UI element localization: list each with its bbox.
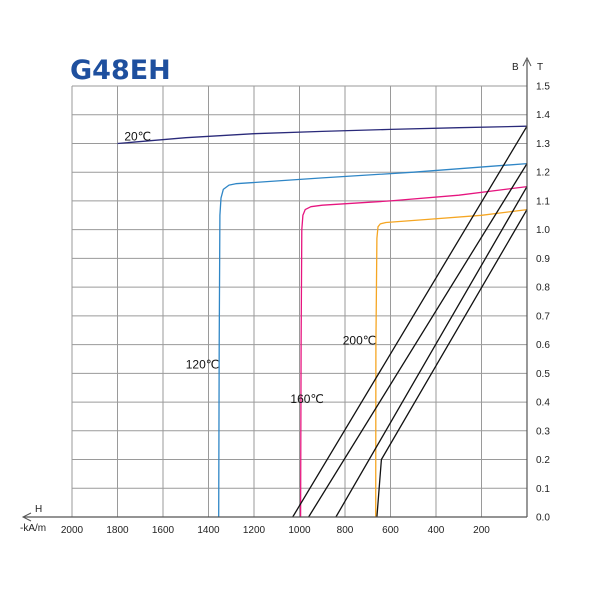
x-axis-label: H: [35, 504, 42, 515]
y-tick-label: 0.7: [536, 311, 550, 322]
series-line: [299, 185, 528, 518]
x-tick-label: 600: [382, 525, 399, 536]
x-tick-label: 1000: [288, 525, 311, 536]
y-tick-label: 1.4: [536, 110, 550, 121]
x-tick-label: 800: [337, 525, 354, 536]
y-tick-label: 0.6: [536, 340, 550, 351]
y-tick-label: 0.1: [536, 484, 550, 495]
series-line: [218, 162, 528, 518]
y-tick-label: 0.2: [536, 455, 550, 466]
load-line: [292, 125, 528, 518]
y-tick-label: 0.4: [536, 398, 550, 409]
load-line: [376, 209, 528, 518]
x-axis-unit: -kA/m: [20, 523, 46, 534]
series-label: 200℃: [343, 333, 377, 347]
x-tick-label: 1600: [152, 525, 175, 536]
chart-title: G48EH: [70, 55, 171, 86]
x-tick-label: 1200: [243, 525, 266, 536]
y-axis-unit: T: [537, 62, 543, 73]
x-tick-label: 2000: [61, 525, 84, 536]
load-line: [308, 163, 528, 518]
series-line: [375, 208, 528, 518]
y-axis-arrow: [522, 56, 532, 67]
x-tick-label: 200: [473, 525, 490, 536]
series-line: [117, 125, 528, 145]
grid: [71, 85, 528, 518]
y-tick-label: 1.2: [536, 168, 550, 179]
x-tick-label: 1800: [106, 525, 129, 536]
axes: B T H -kA/m: [20, 56, 543, 534]
load-line: [335, 186, 528, 518]
series-label: 20℃: [124, 129, 151, 143]
y-tick-label: 1.1: [536, 196, 550, 207]
y-axis-label: B: [512, 62, 519, 73]
tick-labels: 2000 1800 1600 1400 1200 1000 800 600 400 200 1.5 1…: [61, 82, 550, 537]
y-tick-label: 1.5: [536, 82, 550, 93]
y-tick-label: 1.0: [536, 225, 550, 236]
y-tick-label: 0.8: [536, 283, 550, 294]
x-tick-label: 400: [428, 525, 445, 536]
x-tick-label: 1400: [197, 525, 220, 536]
y-tick-label: 0.3: [536, 426, 550, 437]
series-label: 120℃: [186, 358, 220, 372]
y-tick-label: 0.5: [536, 369, 550, 380]
series-group: 20℃ 120℃ 160℃ 200℃: [117, 125, 528, 518]
y-tick-label: 1.3: [536, 139, 550, 150]
y-tick-label: 0.0: [536, 513, 550, 524]
series-label: 160℃: [290, 392, 324, 406]
y-tick-label: 0.9: [536, 254, 550, 265]
x-axis-arrow: [21, 512, 32, 522]
